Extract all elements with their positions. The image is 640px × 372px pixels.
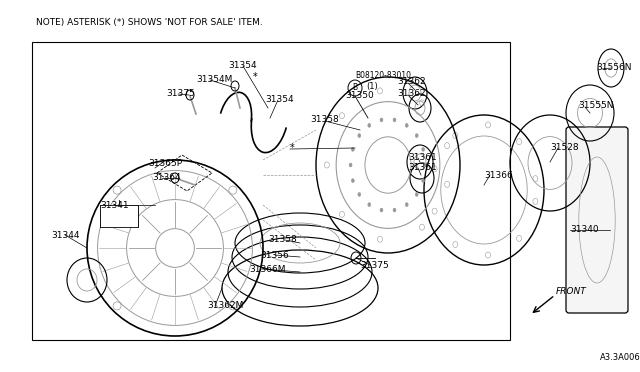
Ellipse shape [351, 147, 355, 151]
Text: *: * [290, 143, 295, 153]
Ellipse shape [368, 203, 371, 206]
Text: (1): (1) [366, 83, 378, 92]
Ellipse shape [422, 147, 425, 151]
Ellipse shape [424, 163, 427, 167]
Text: 31528: 31528 [550, 142, 579, 151]
Text: 31362M: 31362M [207, 301, 243, 311]
Text: 31358: 31358 [268, 235, 297, 244]
Text: 31364: 31364 [152, 173, 180, 183]
Ellipse shape [368, 124, 371, 127]
Text: 31365P: 31365P [148, 158, 182, 167]
Text: 31344: 31344 [51, 231, 79, 240]
Ellipse shape [405, 203, 408, 206]
Text: 31354M: 31354M [196, 74, 232, 83]
Text: 31361: 31361 [408, 154, 436, 163]
FancyBboxPatch shape [566, 127, 628, 313]
Ellipse shape [393, 118, 396, 122]
Text: 31356: 31356 [260, 250, 289, 260]
Text: 31354: 31354 [265, 96, 294, 105]
Text: 31341: 31341 [100, 201, 129, 209]
Ellipse shape [351, 179, 355, 183]
Ellipse shape [405, 124, 408, 127]
Bar [100, 205, 138, 227]
Text: 31340: 31340 [570, 225, 598, 234]
Text: 31358: 31358 [310, 115, 339, 125]
Ellipse shape [358, 134, 361, 138]
Text: 31556N: 31556N [596, 64, 632, 73]
Text: 31366M: 31366M [249, 264, 285, 273]
Text: 31354: 31354 [228, 61, 257, 70]
Text: 31366: 31366 [484, 170, 513, 180]
Ellipse shape [349, 163, 352, 167]
Ellipse shape [415, 192, 418, 196]
Text: A3.3A0065: A3.3A0065 [600, 353, 640, 362]
Text: 31362: 31362 [397, 77, 426, 87]
Ellipse shape [422, 179, 425, 183]
Text: B08120-83010: B08120-83010 [355, 71, 411, 80]
Text: 31350: 31350 [345, 92, 374, 100]
Ellipse shape [380, 118, 383, 122]
Text: 31375: 31375 [166, 89, 195, 97]
Ellipse shape [380, 208, 383, 212]
Text: NOTE) ASTERISK (*) SHOWS 'NOT FOR SALE' ITEM.: NOTE) ASTERISK (*) SHOWS 'NOT FOR SALE' … [36, 17, 263, 26]
Text: 31362: 31362 [397, 90, 426, 99]
Text: 31555N: 31555N [578, 102, 614, 110]
Text: *: * [253, 72, 258, 82]
Ellipse shape [393, 208, 396, 212]
Text: 31361: 31361 [408, 164, 436, 173]
Ellipse shape [358, 192, 361, 196]
Text: 31375: 31375 [360, 260, 388, 269]
Ellipse shape [415, 134, 418, 138]
Bar [32, 42, 510, 340]
Text: FRONT: FRONT [556, 288, 587, 296]
Text: B: B [353, 83, 358, 93]
